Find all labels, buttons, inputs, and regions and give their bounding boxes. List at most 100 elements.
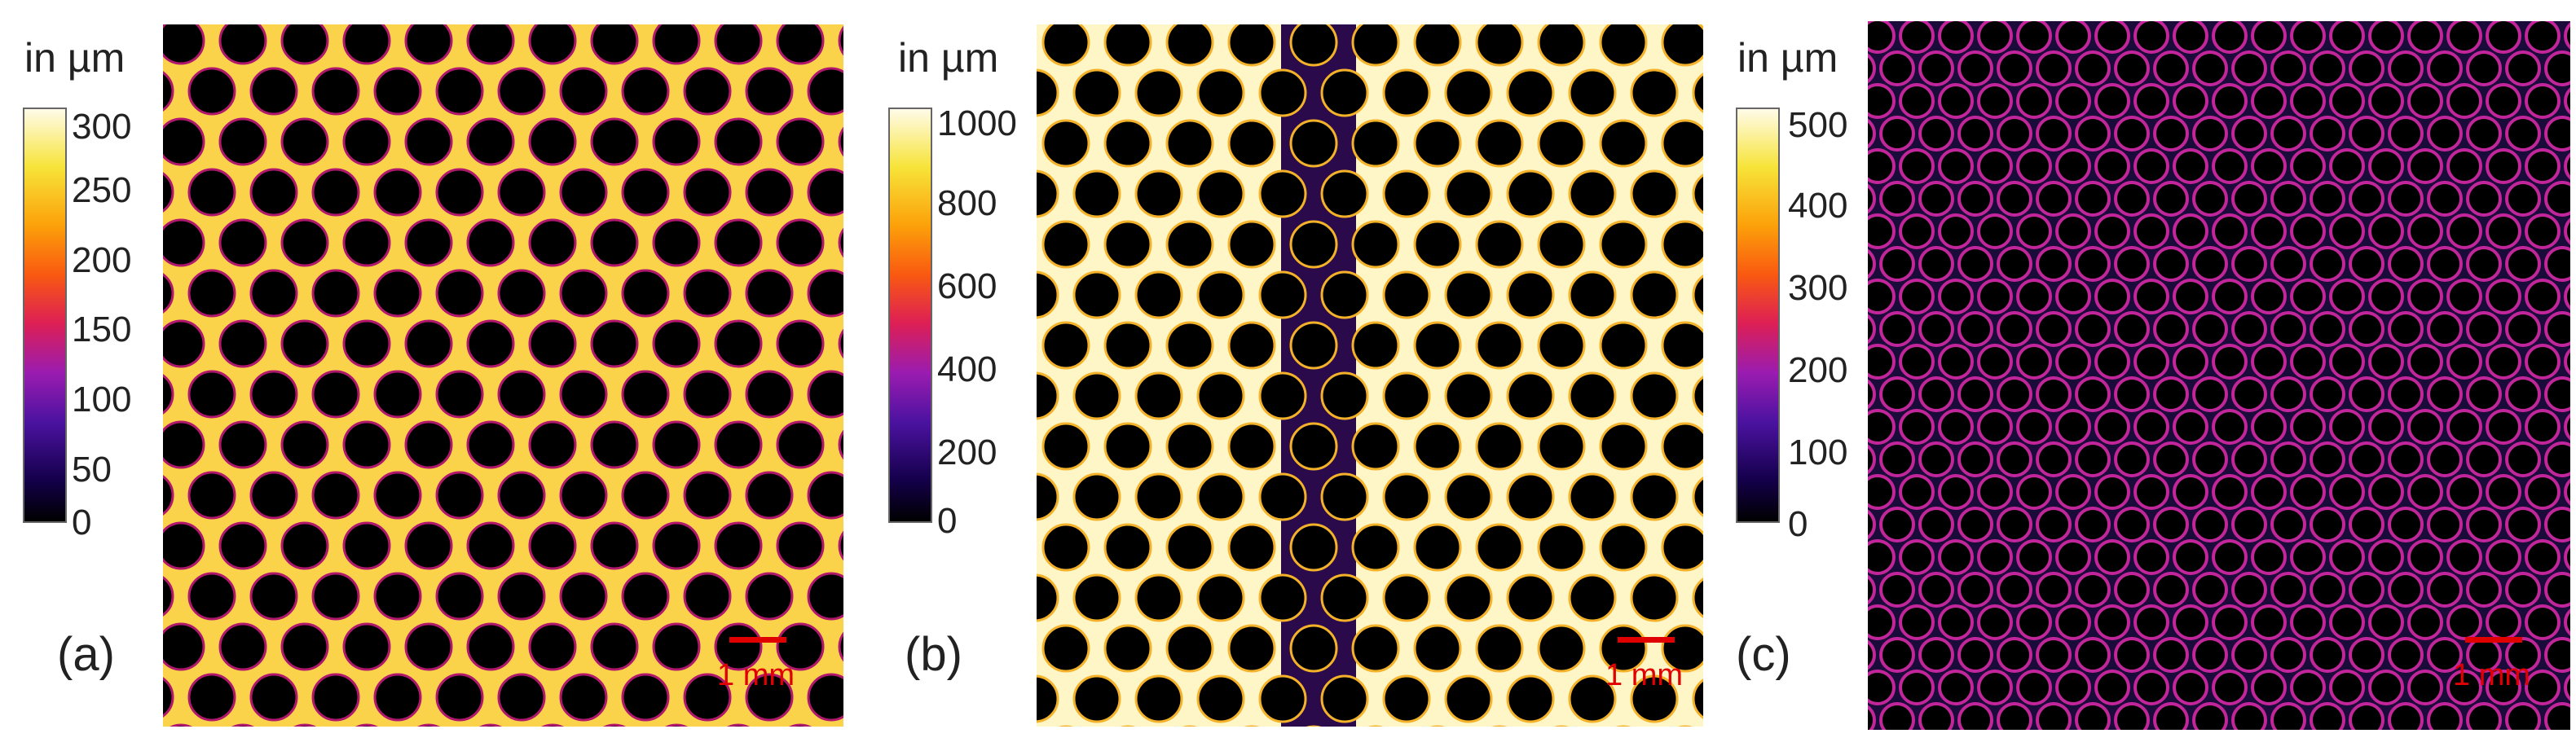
hole: [2173, 604, 2208, 640]
hole: [2564, 413, 2570, 441]
hole: [1134, 169, 1183, 218]
colorbar-tick: 1000: [937, 103, 1017, 143]
hole: [1351, 119, 1400, 168]
hole: [2173, 344, 2208, 380]
hole: [559, 67, 608, 116]
hole: [1227, 321, 1276, 370]
hole: [2290, 279, 2326, 314]
hole: [2075, 51, 2111, 86]
hole: [2505, 116, 2541, 152]
hole: [1997, 181, 2032, 217]
hole: [789, 723, 812, 727]
hole: [1977, 539, 2013, 575]
hole: [1103, 24, 1152, 67]
hole: [1320, 674, 1369, 723]
hole: [807, 370, 843, 419]
hole: [373, 67, 422, 116]
hole: [1506, 674, 1555, 723]
hole: [2016, 409, 2052, 445]
hole: [2564, 283, 2570, 310]
hole: [559, 269, 608, 318]
hole: [2270, 376, 2306, 412]
hole: [1165, 24, 1214, 67]
hole: [1630, 371, 1679, 420]
hole: [776, 117, 825, 166]
hole: [1227, 24, 1276, 67]
hole: [2231, 181, 2267, 217]
hole: [2055, 213, 2091, 249]
hole: [2466, 181, 2502, 217]
hole: [1568, 68, 1617, 117]
hole: [1134, 472, 1183, 521]
hole: [2368, 474, 2404, 510]
hole: [2329, 83, 2365, 119]
hole: [2310, 181, 2345, 217]
hole: [2329, 670, 2365, 705]
hole: [1320, 169, 1369, 218]
hole: [1444, 169, 1493, 218]
hole: [2036, 51, 2072, 86]
hole: [2505, 507, 2541, 542]
hole: [1957, 311, 1993, 347]
hole: [2270, 116, 2306, 152]
hole: [2114, 311, 2150, 347]
colorbar: [1736, 108, 1780, 523]
hole: [1868, 474, 1896, 510]
hole: [1072, 68, 1121, 117]
hole: [1289, 624, 1338, 673]
hole: [2192, 441, 2228, 477]
hole: [652, 420, 701, 469]
hole: [2446, 213, 2482, 249]
hole: [163, 24, 205, 65]
hole: [1868, 604, 1896, 640]
hole: [2525, 670, 2561, 705]
hole: [1599, 119, 1648, 168]
hole: [1938, 474, 1974, 510]
hole: [745, 471, 794, 520]
hole: [1103, 119, 1152, 168]
hole: [2388, 311, 2424, 347]
hole: [2290, 409, 2326, 445]
hole: [1957, 441, 1993, 477]
hole: [2133, 670, 2169, 705]
hole: [2564, 543, 2570, 571]
hole: [2075, 376, 2111, 412]
hole: [2427, 507, 2463, 542]
hole: [1997, 637, 2032, 673]
hole: [1196, 573, 1245, 622]
hole: [187, 673, 236, 722]
hole: [2525, 21, 2561, 54]
hole: [2231, 311, 2267, 347]
hole: [1918, 376, 1954, 412]
hole: [1997, 441, 2032, 477]
hole: [2486, 279, 2521, 314]
hole: [1899, 83, 1935, 119]
hole: [2407, 148, 2443, 184]
hole: [2407, 279, 2443, 314]
hole: [714, 622, 763, 671]
hole: [2251, 83, 2287, 119]
hole: [1899, 279, 1935, 314]
hole: [1037, 68, 1059, 117]
hole: [2427, 116, 2463, 152]
hole: [2329, 474, 2365, 510]
hole: [2564, 674, 2570, 701]
hole: [1879, 702, 1915, 730]
hole: [1879, 441, 1915, 477]
hole: [2251, 604, 2287, 640]
hole: [1072, 169, 1121, 218]
hole: [1868, 248, 1876, 279]
hole: [2231, 246, 2267, 282]
hole: [2329, 409, 2365, 445]
hole: [187, 471, 236, 520]
hole: [1918, 572, 1954, 608]
hole: [652, 622, 701, 671]
hole: [1692, 376, 1703, 416]
hole: [2505, 637, 2541, 673]
hole: [1630, 270, 1679, 319]
hole: [1977, 213, 2013, 249]
hole: [2036, 246, 2072, 282]
hole: [1957, 181, 1993, 217]
hole: [2192, 311, 2228, 347]
hole: [2310, 507, 2345, 542]
